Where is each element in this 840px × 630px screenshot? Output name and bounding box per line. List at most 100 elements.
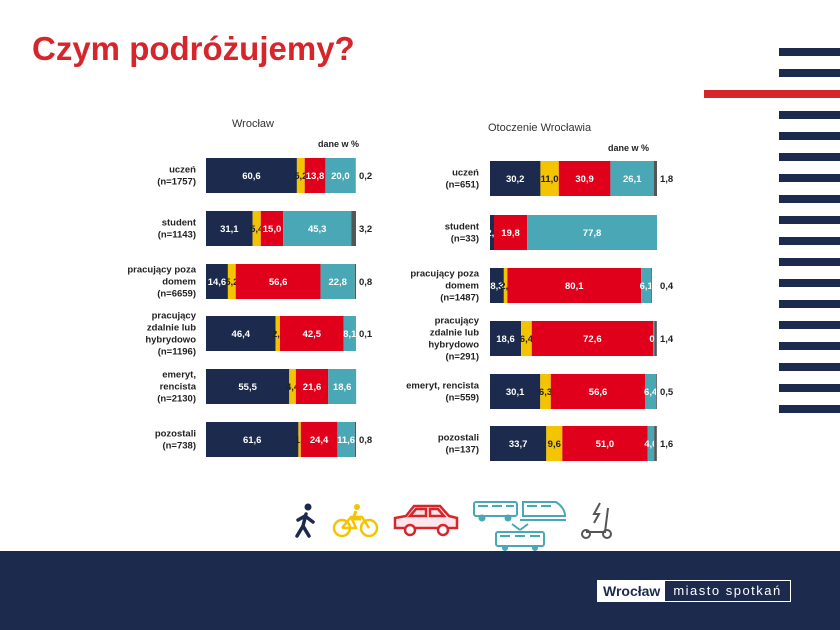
city-logo: Wrocław miasto spotkań [597,580,791,602]
category-label: (n=559) [445,393,479,404]
value-label: 72,6 [583,334,602,345]
bar-segment [645,374,656,409]
bar-segment [351,211,356,246]
value-label: 30,1 [506,387,525,398]
value-label: 2,1 [500,281,514,292]
bar-segment [490,321,522,356]
category-label: (n=137) [445,445,479,456]
bar-segment [654,426,657,461]
bar-segment [283,211,352,246]
category-label: zdalnie lub [430,328,479,339]
value-label: 5,4 [250,224,264,235]
bar-segment [279,316,344,351]
category-label: pozostali [438,433,479,444]
value-label: 33,7 [509,439,528,450]
bar-segment [490,426,547,461]
category-label: uczeń [169,165,196,176]
category-label: (n=1196) [158,347,196,358]
value-label: 0,1 [359,329,373,340]
bar-segment [490,215,495,250]
value-label: 8,1 [343,329,357,340]
category-label: (n=1143) [158,230,196,241]
bar-segment [558,161,611,196]
value-label: 13,8 [306,171,325,182]
value-label: 51,0 [596,439,615,450]
stripe-group [704,48,840,413]
bar-segment [641,268,652,303]
bus-icon [473,501,518,522]
bar-segment [490,268,504,303]
unit-label-surroundings: dane w % [608,143,650,153]
category-label: (n=651) [445,180,479,191]
logo-city: Wrocław [598,581,666,601]
value-label: 1,8 [660,174,673,185]
value-label: 14,6 [208,277,227,288]
bar-segment [653,161,657,196]
category-label: hybrydowo [428,340,479,351]
value-label: 80,1 [565,281,584,292]
bar-segment [546,426,563,461]
value-label: 0,4 [660,281,674,292]
bar-segment [325,158,356,193]
value-label: 5,2 [225,277,238,288]
train-icon [520,501,567,521]
category-label: (n=33) [451,234,479,245]
value-label: 55,5 [238,382,257,393]
bicycle-icon [332,504,379,538]
value-label: 6,4 [520,334,534,345]
value-label: 5,2 [294,171,307,182]
e-scooter-icon [581,502,612,539]
value-label: 22,8 [328,277,347,288]
bar-segment [227,264,236,299]
category-label: pracujący [152,311,197,322]
unit-label-wroclaw: dane w % [318,139,360,149]
bar-segment [296,158,305,193]
bar-row: pozostali(n=738)61,61,624,411,60,8 [155,422,372,457]
category-label: domem [162,277,196,288]
bar-segment [490,161,541,196]
category-label: pracujący poza [127,265,196,276]
bar-row: student(n=1143) 31,1 5,4 15,0 45,3 3,2 [158,211,372,246]
bar-segment [655,374,657,409]
bar-segment [652,321,655,356]
value-label: 2,4 [486,228,500,239]
category-label: pracujący poza [410,269,479,280]
page-title: Czym podróżujemy? [32,30,355,67]
value-label: 0,8 [359,435,372,446]
value-label: 31,1 [220,224,239,235]
value-label: 1,4 [660,334,674,345]
category-label: (n=291) [445,352,479,363]
value-label: 1,6 [660,439,673,450]
value-label: 15,0 [263,224,282,235]
category-label: hybrydowo [145,335,196,346]
category-label: uczeń [452,168,479,179]
value-label: 0,5 [660,387,674,398]
value-label: 0,2 [359,171,372,182]
bar-segment [503,268,508,303]
value-label: 6,4 [644,387,658,398]
value-label: 26,1 [623,174,642,185]
category-label: (n=6659) [157,289,196,300]
footer-bar [0,551,840,630]
value-label: 56,6 [589,387,608,398]
category-label: zdalnie lub [147,323,196,334]
bar-segment [494,215,528,250]
value-label: 61,6 [243,435,262,446]
logo-tagline: miasto spotkań [673,583,782,598]
bar-row: pozostali(n=137) 33,7 9,6 51,0 4,0 1,6 [438,426,673,461]
value-label: 60,6 [242,171,261,182]
category-label: student [445,222,480,233]
bar-segment [354,422,356,457]
value-label: 46,4 [232,329,251,340]
category-label: emeryt, rencista [406,381,480,392]
bar-segment [337,422,355,457]
value-label: 6,3 [539,387,552,398]
bar-segment [550,374,646,409]
bar-segment [289,369,296,404]
tram-icon [495,523,545,551]
value-label: 4,4 [286,382,300,393]
